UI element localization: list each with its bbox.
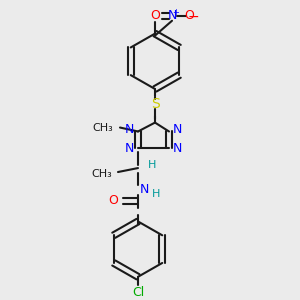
Text: O: O (108, 194, 118, 207)
Text: O: O (150, 9, 160, 22)
Text: CH₃: CH₃ (92, 122, 113, 133)
Text: N: N (140, 183, 149, 196)
Text: N: N (173, 142, 182, 155)
Text: N: N (124, 142, 134, 155)
Text: Cl: Cl (132, 286, 144, 299)
Text: N: N (167, 9, 177, 22)
Text: CH₃: CH₃ (91, 169, 112, 179)
Text: O: O (184, 9, 194, 22)
Text: H: H (148, 160, 156, 170)
Text: +: + (172, 8, 179, 17)
Text: S: S (151, 97, 159, 111)
Text: N: N (124, 123, 134, 136)
Text: −: − (187, 10, 199, 24)
Text: N: N (173, 123, 182, 136)
Text: H: H (152, 189, 160, 199)
